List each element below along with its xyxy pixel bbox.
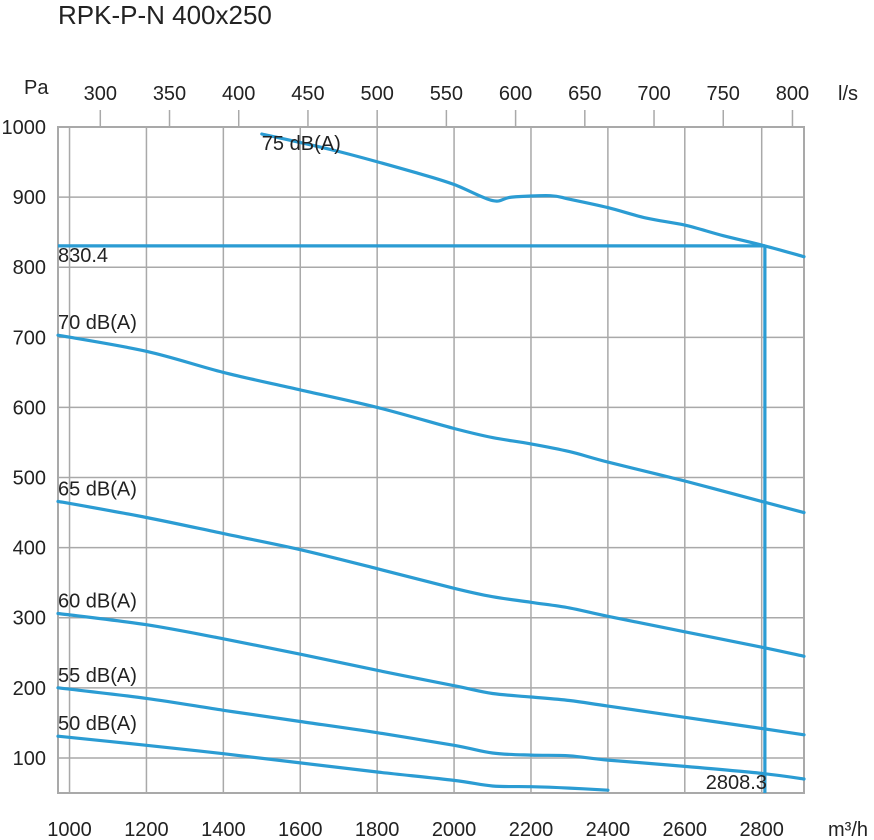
x-tick-label: 1000 <box>47 819 92 840</box>
y-tick-label: 300 <box>13 608 46 630</box>
operating-point-flow-label: 2808.3 <box>706 772 767 794</box>
series-line-60dba <box>56 611 806 737</box>
series-label-50dba: 50 dB(A) <box>58 713 137 735</box>
y-tick-label: 800 <box>13 257 46 279</box>
y-axis-label: Pa <box>24 77 49 99</box>
x-tick-label: 1400 <box>201 819 246 840</box>
series-line-75dba <box>260 132 806 259</box>
x-tick-label: 2200 <box>509 819 554 840</box>
axes: 1000 1200 1400 1600 1800 2000 2200 2400 2600 2800… <box>2 83 810 840</box>
chart-title: RPK-P-N 400x250 <box>58 0 272 30</box>
y-tick-label: 1000 <box>2 117 47 139</box>
series-line-50dba <box>56 734 610 792</box>
y-tick-label: 200 <box>13 678 46 700</box>
plot-frame <box>57 126 805 794</box>
x2-tick-label: 700 <box>637 83 670 105</box>
series-label-70dba: 70 dB(A) <box>58 312 137 334</box>
series-line-65dba <box>56 499 806 658</box>
y-tick-label: 900 <box>13 187 46 209</box>
series-label-75dba: 75 dB(A) <box>262 133 341 155</box>
x-tick-label: 1800 <box>355 819 400 840</box>
y-tick-label: 700 <box>13 327 46 349</box>
x2-tick-label: 450 <box>291 83 324 105</box>
x2-axis-label: l/s <box>838 83 858 105</box>
series-line-70dba <box>56 333 806 515</box>
x2-tick-label: 400 <box>222 83 255 105</box>
series-label-65dba: 65 dB(A) <box>58 478 137 500</box>
y-tick-label: 100 <box>13 748 46 770</box>
series-curves: 75 dB(A) 70 dB(A) 65 dB(A) 60 dB(A) 55 dB(A)… <box>56 132 806 792</box>
y-tick-label: 500 <box>13 468 46 490</box>
x2-tick-label: 600 <box>499 83 532 105</box>
grid <box>58 126 804 793</box>
x2-tick-label: 750 <box>707 83 740 105</box>
x2-tick-label: 500 <box>360 83 393 105</box>
x2-tick-label: 800 <box>776 83 809 105</box>
x-axis-label: m³/h <box>828 819 868 840</box>
y-tick-label: 600 <box>13 397 46 419</box>
x-tick-label: 2800 <box>739 819 784 840</box>
x-tick-label: 1600 <box>278 819 323 840</box>
x-tick-label: 1200 <box>124 819 169 840</box>
series-line-55dba <box>56 686 806 781</box>
x-tick-label: 2000 <box>432 819 477 840</box>
x2-tick-label: 550 <box>430 83 463 105</box>
x2-tick-label: 300 <box>84 83 117 105</box>
y-tick-label: 400 <box>13 538 46 560</box>
x2-tick-label: 650 <box>568 83 601 105</box>
x-tick-label: 2400 <box>586 819 631 840</box>
x2-tick-label: 350 <box>153 83 186 105</box>
series-label-55dba: 55 dB(A) <box>58 665 137 687</box>
operating-point: 830.4 2808.3 <box>58 244 767 794</box>
operating-point-pressure-label: 830.4 <box>58 245 108 267</box>
series-label-60dba: 60 dB(A) <box>58 591 137 613</box>
x-tick-label: 2600 <box>663 819 708 840</box>
